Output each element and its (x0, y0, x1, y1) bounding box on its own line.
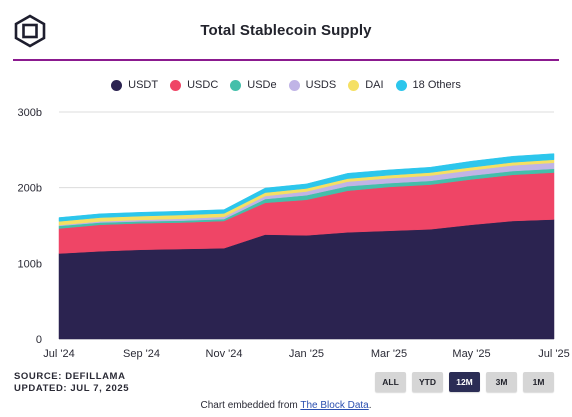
legend-label: USDC (187, 79, 219, 91)
y-tick-label: 0 (36, 334, 42, 346)
embed-note: Chart embedded from The Block Data. (0, 400, 572, 411)
stacked-area-chart: 0 100b 200b 300b Jul '24 Sep '24 Nov '24 Jan '2… (18, 107, 570, 360)
legend-swatch (288, 79, 300, 91)
legend-label: USDT (128, 79, 159, 91)
legend-item-usdt[interactable]: USDT (111, 79, 158, 91)
x-tick-label: Nov '24 (206, 348, 243, 360)
x-tick-label: Sep '24 (123, 348, 160, 360)
source-note: SOURCE: DEFILLAMA UPDATED: JUL 7, 2025 (14, 371, 129, 395)
embed-suffix: . (368, 400, 372, 411)
chart-title: Total Stablecoin Supply (200, 22, 372, 39)
x-tick-label: Mar '25 (371, 348, 407, 360)
source-text: SOURCE: DEFILLAMA (14, 371, 126, 382)
embed-link[interactable]: The Block Data (300, 400, 369, 411)
x-tick-label: Jul '24 (43, 348, 74, 360)
the-block-logo-icon (14, 14, 46, 48)
legend-label: DAI (365, 79, 384, 91)
legend-swatch (170, 79, 182, 91)
legend-item-usds[interactable]: USDS (288, 79, 337, 91)
range-button-all[interactable]: ALL (375, 372, 406, 392)
legend-swatch (348, 79, 360, 91)
x-tick-label: May '25 (452, 348, 490, 360)
chart-legend: USDT USDC USDe USDS DAI 18 Others (0, 79, 572, 91)
range-button-3m[interactable]: 3M (486, 372, 517, 392)
range-button-12m[interactable]: 12M (449, 372, 480, 392)
x-tick-label: Jan '25 (289, 348, 324, 360)
legend-item-usde[interactable]: USDe (230, 79, 277, 91)
legend-label: 18 Others (412, 79, 461, 91)
legend-item-dai[interactable]: DAI (348, 79, 384, 91)
legend-label: USDS (305, 79, 337, 91)
legend-swatch (111, 79, 123, 91)
area-series-18-others (58, 153, 555, 222)
legend-label: USDe (247, 79, 277, 91)
y-tick-label: 300b (18, 107, 42, 119)
range-button-1m[interactable]: 1M (523, 372, 554, 392)
legend-swatch (395, 79, 407, 91)
legend-item-usdc[interactable]: USDC (170, 79, 218, 91)
title-divider (13, 59, 559, 61)
legend-item-18-others[interactable]: 18 Others (395, 79, 461, 91)
updated-text: UPDATED: JUL 7, 2025 (14, 383, 130, 394)
legend-swatch (230, 79, 242, 91)
x-tick-label: Jul '25 (538, 348, 569, 360)
range-selector: ALL YTD 12M 3M 1M (375, 372, 554, 392)
embed-prefix: Chart embedded from (200, 400, 301, 411)
y-tick-label: 100b (18, 258, 42, 270)
y-tick-label: 200b (18, 183, 42, 195)
range-button-ytd[interactable]: YTD (412, 372, 443, 392)
